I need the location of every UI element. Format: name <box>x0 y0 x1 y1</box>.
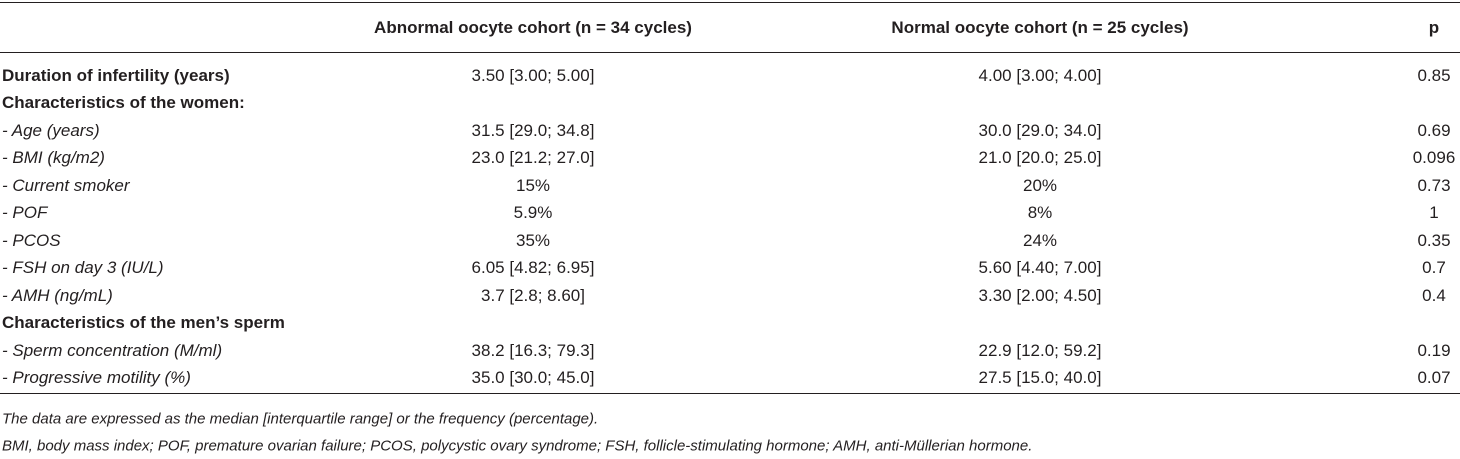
cell: 5.9% <box>513 203 553 223</box>
bottom-rule <box>0 393 1460 394</box>
row-label: - BMI (kg/m2) <box>2 148 105 168</box>
cell: 20% <box>1022 175 1058 195</box>
cell: 0.85 <box>1417 66 1451 85</box>
cell: 3.50 [3.00; 5.00] <box>471 66 595 85</box>
cell: 35.0 [30.0; 45.0] <box>471 367 595 387</box>
column-header: Abnormal oocyte cohort (n = 34 cycles) <box>374 18 692 37</box>
row-label: Characteristics of the men’s sperm <box>2 313 285 333</box>
cell: 35% <box>515 230 551 250</box>
cell: 0.73 <box>1417 175 1451 195</box>
header-rule <box>0 52 1460 53</box>
footnote: The data are expressed as the median [in… <box>2 410 599 428</box>
cell: 23.0 [21.2; 27.0] <box>471 148 595 168</box>
cell: 15% <box>515 175 551 195</box>
cell: 22.9 [12.0; 59.2] <box>978 340 1102 360</box>
cell: 24% <box>1022 230 1058 250</box>
row-label: - Sperm concentration (M/ml) <box>2 340 223 360</box>
cell: 5.60 [4.40; 7.00] <box>978 258 1102 278</box>
row-label: - AMH (ng/mL) <box>2 285 113 305</box>
cell: 0.07 <box>1417 367 1451 387</box>
cell: 6.05 [4.82; 6.95] <box>471 258 595 278</box>
row-label: - POF <box>2 203 48 223</box>
cell: 0.69 <box>1417 120 1451 140</box>
row-label: Characteristics of the women: <box>2 93 245 113</box>
footnote: BMI, body mass index; POF, premature ova… <box>2 437 1033 455</box>
cell: 1 <box>1429 203 1439 223</box>
cell: 0.35 <box>1417 230 1451 250</box>
cell: 0.7 <box>1422 258 1446 278</box>
cell: 30.0 [29.0; 34.0] <box>978 120 1102 140</box>
cell: 3.7 [2.8; 8.60] <box>481 285 585 305</box>
top-rule <box>0 2 1460 3</box>
cell: 38.2 [16.3; 79.3] <box>471 340 595 360</box>
cell: 0.19 <box>1417 340 1451 360</box>
row-label: Duration of infertility (years) <box>2 66 230 85</box>
cell: 0.4 <box>1422 285 1446 305</box>
cell: 4.00 [3.00; 4.00] <box>978 66 1102 85</box>
row-label: - Current smoker <box>2 175 130 195</box>
cell: 31.5 [29.0; 34.8] <box>471 120 595 140</box>
row-label: - PCOS <box>2 230 61 250</box>
row-label: - Age (years) <box>2 120 100 140</box>
column-header: Normal oocyte cohort (n = 25 cycles) <box>891 18 1189 37</box>
cell: 27.5 [15.0; 40.0] <box>978 367 1102 387</box>
cell: 8% <box>1027 203 1053 223</box>
cell: 3.30 [2.00; 4.50] <box>978 285 1102 305</box>
column-header: p <box>1428 18 1440 37</box>
cell: 0.096 <box>1412 148 1456 168</box>
cell: 21.0 [20.0; 25.0] <box>978 148 1102 168</box>
row-label: - FSH on day 3 (IU/L) <box>2 258 164 278</box>
row-label: - Progressive motility (%) <box>2 367 191 387</box>
